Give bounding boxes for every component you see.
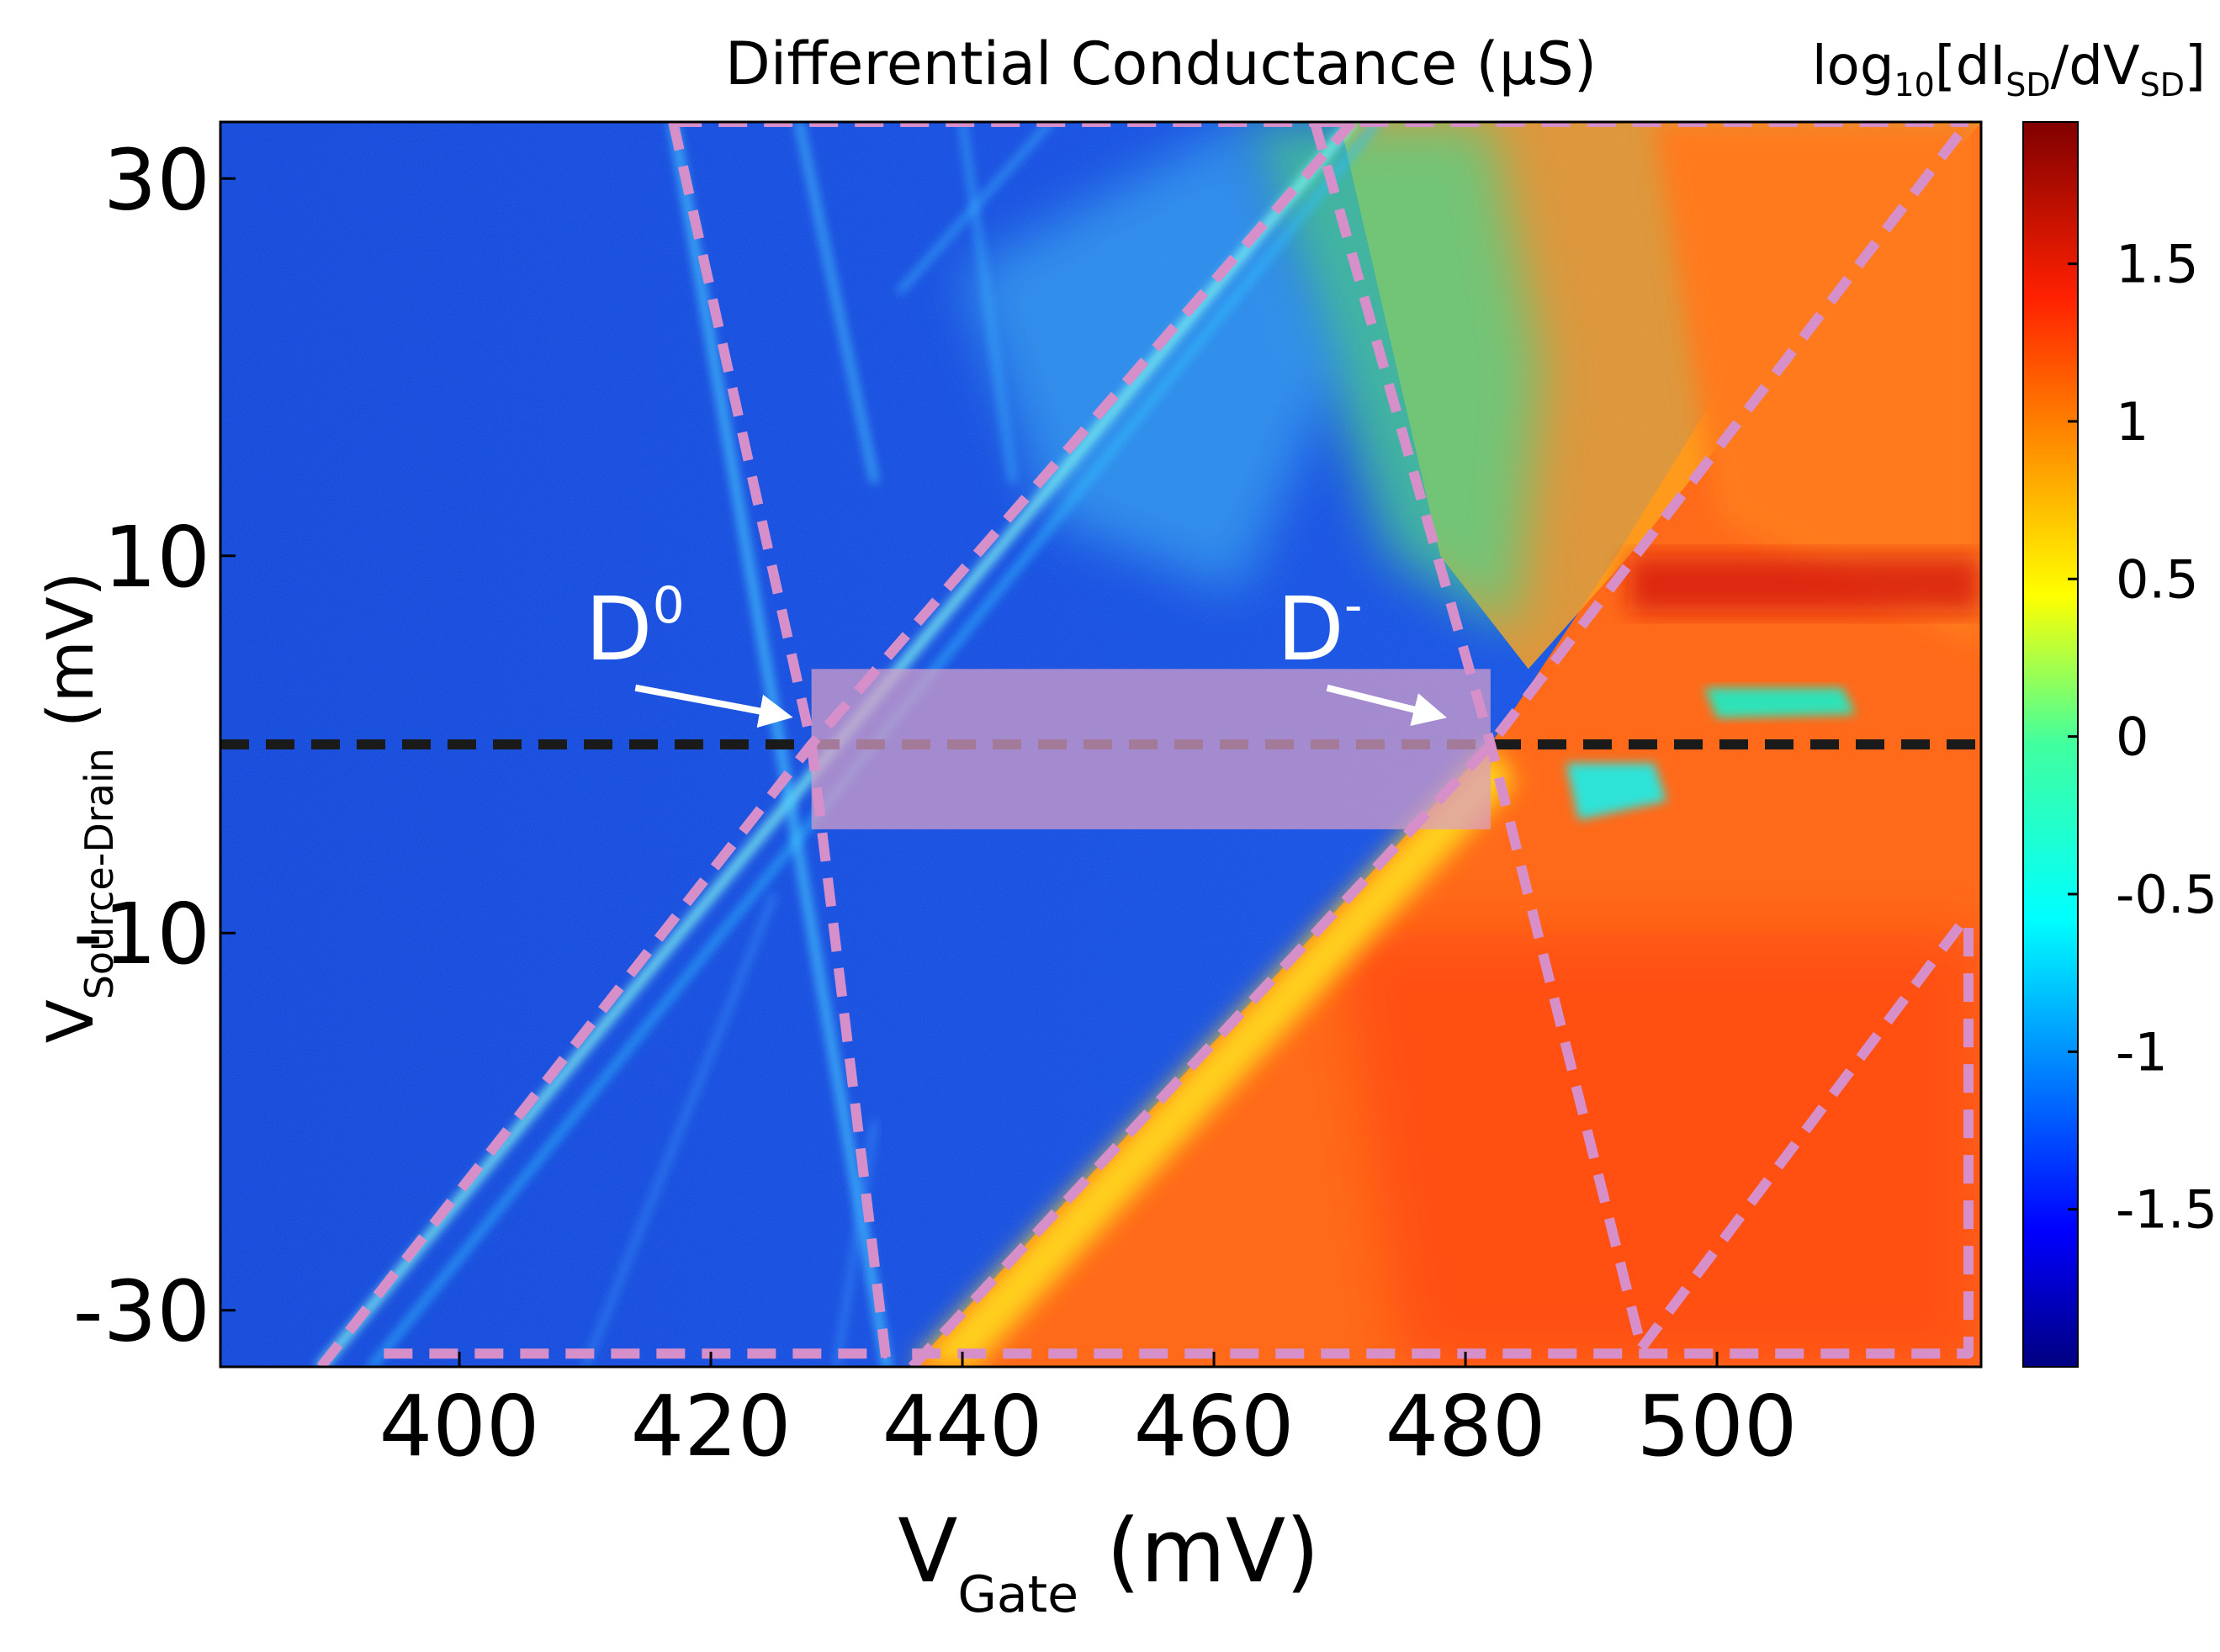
colorbar-tick-label: -1.5 — [2116, 1179, 2217, 1241]
x-tick-label: 480 — [1386, 1377, 1546, 1475]
colorbar-tick-label: 1.5 — [2116, 234, 2199, 295]
region-upper-transition — [1238, 122, 1541, 632]
annotation-arrow — [634, 684, 793, 728]
colorbar-label-mid1: [dI — [1935, 35, 2005, 98]
x-axis-label: VGate (mV) — [898, 1500, 1320, 1624]
x-axis-label-sub: Gate — [957, 1565, 1078, 1624]
ridge-upper-3 — [960, 122, 1015, 483]
colorbar-label-mid2: /dV — [2051, 35, 2140, 98]
colorbar: 1.5 1 0.5 0 -0.5 -1 -1.5 — [2022, 121, 2217, 1368]
colorbar-label-sub2: SD — [2005, 66, 2050, 103]
x-axis-label-unit: (mV) — [1078, 1500, 1320, 1602]
dashed-dminus-positive-edge — [908, 122, 1973, 1367]
x-axis-label-main: V — [898, 1500, 957, 1602]
region-red-stripe — [1629, 555, 1981, 613]
colorbar-tick-label: 0.5 — [2116, 548, 2199, 610]
x-tick-label: 440 — [882, 1377, 1043, 1475]
annotation-arrow — [1326, 684, 1447, 727]
dashed-dminus-bottom — [912, 913, 1974, 1359]
y-axis-label: VSource-Drain (mV) — [33, 572, 122, 1044]
region-red-band — [1339, 933, 1981, 1367]
annotation-sup: - — [1344, 576, 1363, 635]
highlight-box — [811, 669, 1491, 829]
colorbar-label-suffix: ] — [2185, 35, 2206, 98]
annotation-main: D — [1277, 578, 1344, 680]
y-axis-label-main: V — [33, 999, 108, 1043]
region-upper-right-core — [1654, 122, 1981, 650]
x-tick-label: 400 — [379, 1377, 540, 1475]
colorbar-label-prefix: log — [1812, 35, 1894, 98]
x-axis: 400 420 440 460 480 500 — [379, 1352, 1798, 1475]
dashed-dminus-negative-edge — [1309, 122, 1647, 1350]
annotation-label: D0 — [585, 576, 685, 680]
ridge-upper-1 — [796, 122, 877, 484]
pocket-cyan-1 — [1566, 763, 1667, 820]
chart-title: Differential Conductance (μS) — [725, 29, 1597, 98]
colorbar-ticks: 1.5 1 0.5 0 -0.5 -1 -1.5 — [2068, 234, 2217, 1241]
colorbar-tick-label: 1 — [2116, 391, 2148, 453]
colorbar-label-sub1: 10 — [1894, 66, 1934, 103]
colorbar-label: log10[dISD/dVSD] — [1812, 35, 2206, 103]
x-tick-label: 420 — [631, 1377, 792, 1475]
colorbar-tick-label: 0 — [2116, 707, 2148, 768]
colorbar-tick-label: -1 — [2116, 1021, 2168, 1083]
region-yellow-edge — [912, 744, 1516, 1367]
y-tick-label: -10 — [73, 885, 210, 983]
dashed-d0-negative-edge — [668, 122, 893, 1367]
annotation-label: D- — [1277, 576, 1363, 680]
heatmap: D0 D- — [220, 122, 1981, 1367]
x-tick-label: 460 — [1134, 1377, 1295, 1475]
ridge-lower-1 — [583, 893, 776, 1367]
annotation-main: D — [585, 578, 653, 680]
plot-frame — [219, 120, 1983, 1369]
y-axis: 30 10 -10 -30 — [73, 130, 236, 1361]
colorbar-gradient — [2022, 121, 2079, 1368]
pocket-cyan-2 — [1704, 687, 1856, 718]
y-axis-label-sub: Source-Drain — [77, 748, 122, 999]
ridge-lower-2 — [834, 1120, 877, 1367]
y-tick-label: -30 — [73, 1263, 210, 1361]
annotation-sup: 0 — [653, 576, 685, 635]
y-tick-label: 30 — [103, 130, 210, 229]
colorbar-tick-label: -0.5 — [2116, 864, 2217, 925]
y-tick-label: 10 — [103, 508, 210, 606]
x-tick-label: 500 — [1637, 1377, 1798, 1475]
colorbar-label-sub3: SD — [2140, 66, 2185, 103]
y-axis-label-unit: (mV) — [33, 572, 108, 748]
